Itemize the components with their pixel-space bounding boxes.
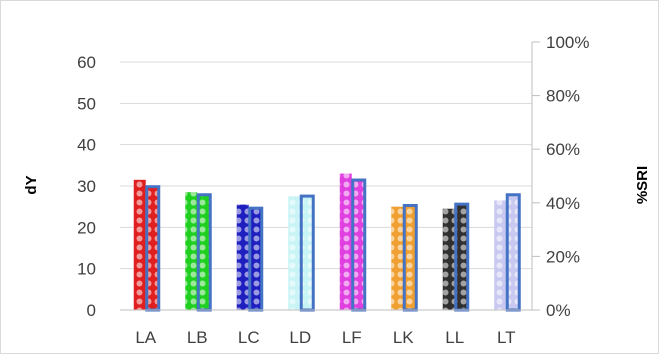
dy-bar-pattern <box>236 204 249 310</box>
category-label: LD <box>289 328 311 347</box>
category-label: LK <box>393 328 414 347</box>
left-tick-label: 30 <box>77 177 96 196</box>
right-axis-title: %SRI <box>634 166 651 204</box>
right-axis-ticks: 0% 20% 40% 60% 80% 100% <box>532 33 589 320</box>
sri-bar-outline <box>454 202 470 312</box>
dy-bar-pattern <box>442 208 455 310</box>
right-tick-label: 80% <box>546 87 580 106</box>
dy-bar-pattern <box>133 179 146 310</box>
right-tick-label: 40% <box>546 194 580 213</box>
bars <box>133 173 521 312</box>
category-labels: LA LB LC LD LF LK LL LT <box>135 328 515 347</box>
dy-bar-pattern <box>391 206 404 310</box>
category-label: LC <box>238 328 260 347</box>
left-tick-label: 0 <box>87 301 96 320</box>
dy-bar-pattern <box>288 196 301 310</box>
category-label: LL <box>445 328 464 347</box>
right-tick-label: 60% <box>546 140 580 159</box>
category-label: LB <box>187 328 208 347</box>
dy-bar-pattern <box>494 200 507 310</box>
sri-bar-outline <box>505 193 521 312</box>
category-label: LT <box>497 328 516 347</box>
category-label: LF <box>342 328 362 347</box>
sri-bar-outline <box>196 193 212 312</box>
dy-bar-pattern <box>185 192 198 310</box>
sri-bar-outline <box>248 206 264 312</box>
left-tick-label: 20 <box>77 218 96 237</box>
sri-bar-outline <box>351 178 367 312</box>
right-tick-label: 20% <box>546 247 580 266</box>
sri-bar-outline <box>145 185 161 312</box>
right-tick-label: 100% <box>546 33 589 52</box>
sri-bar-outline <box>299 194 315 312</box>
sri-bar-outline <box>402 203 418 312</box>
right-tick-label: 0% <box>546 301 571 320</box>
left-axis-ticks: 0 10 20 30 40 50 60 <box>77 53 96 320</box>
left-tick-label: 10 <box>77 260 96 279</box>
left-axis-title: dY <box>23 175 40 194</box>
left-tick-label: 60 <box>77 53 96 72</box>
left-tick-label: 40 <box>77 136 96 155</box>
dy-bar-pattern <box>339 173 352 310</box>
category-label: LA <box>135 328 156 347</box>
left-tick-label: 50 <box>77 94 96 113</box>
